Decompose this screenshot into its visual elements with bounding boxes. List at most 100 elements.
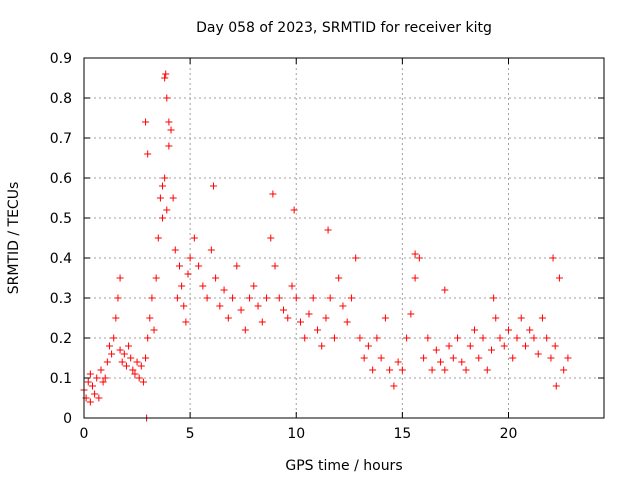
data-point — [462, 366, 470, 374]
data-point — [114, 294, 122, 302]
data-point — [137, 362, 145, 370]
data-point — [403, 334, 411, 342]
data-point — [360, 354, 368, 362]
data-point — [91, 390, 99, 398]
data-point — [250, 282, 258, 290]
data-point — [180, 302, 188, 310]
data-point — [377, 354, 385, 362]
data-point — [428, 366, 436, 374]
data-point — [254, 302, 262, 310]
data-point — [101, 374, 109, 382]
data-point — [112, 314, 120, 322]
data-point — [241, 326, 249, 334]
data-point — [458, 358, 466, 366]
data-point — [165, 142, 173, 150]
data-point — [167, 126, 175, 134]
data-point — [290, 206, 298, 214]
data-point — [186, 254, 194, 262]
data-point — [258, 318, 266, 326]
data-point — [490, 294, 498, 302]
data-point — [322, 314, 330, 322]
data-point — [229, 294, 237, 302]
ticks-layer: 0 5 10 15 20 0 0.1 0.2 0.3 0.4 0.5 0.6 0.7 0.8 0.9 — [50, 51, 604, 442]
data-point — [237, 306, 245, 314]
data-point — [324, 226, 332, 234]
data-point — [296, 318, 304, 326]
data-point — [538, 314, 546, 322]
data-point — [326, 294, 334, 302]
data-point — [118, 358, 126, 366]
data-point — [305, 310, 313, 318]
data-point — [133, 358, 141, 366]
data-point — [555, 274, 563, 282]
data-point — [549, 254, 557, 262]
data-point — [496, 334, 504, 342]
data-point — [339, 302, 347, 310]
data-point — [441, 366, 449, 374]
data-point — [301, 334, 309, 342]
data-point — [352, 254, 360, 262]
x-tick-label: 5 — [186, 426, 195, 442]
y-tick-label: 0.7 — [50, 131, 72, 147]
y-tick-label: 0.3 — [50, 291, 72, 307]
plot-frame — [83, 57, 605, 419]
data-point — [432, 346, 440, 354]
data-point — [159, 214, 167, 222]
data-point — [552, 382, 560, 390]
data-point — [88, 382, 96, 390]
data-point — [99, 378, 107, 386]
data-point — [449, 354, 457, 362]
data-point — [116, 274, 124, 282]
data-point — [159, 182, 167, 190]
data-point — [110, 334, 118, 342]
data-point — [551, 342, 559, 350]
data-point — [135, 374, 143, 382]
data-point — [441, 286, 449, 294]
data-point — [190, 234, 198, 242]
data-point — [148, 294, 156, 302]
data-point — [543, 334, 551, 342]
data-point — [195, 262, 203, 270]
grid-layer — [84, 58, 604, 418]
data-point — [161, 74, 169, 82]
data-point — [471, 326, 479, 334]
data-point — [275, 294, 283, 302]
data-point — [156, 194, 164, 202]
x-tick-label: 20 — [500, 426, 518, 442]
data-point — [233, 262, 241, 270]
data-point — [420, 354, 428, 362]
data-point — [144, 334, 152, 342]
data-point — [129, 366, 137, 374]
data-point — [267, 234, 275, 242]
data-point — [269, 190, 277, 198]
data-point — [394, 358, 402, 366]
data-point — [127, 354, 135, 362]
data-point — [411, 274, 419, 282]
y-tick-label: 0.8 — [50, 91, 72, 107]
data-point — [139, 378, 147, 386]
data-point — [199, 282, 207, 290]
data-point — [162, 70, 170, 78]
data-point — [445, 342, 453, 350]
data-point — [335, 274, 343, 282]
y-tick-label: 0.5 — [50, 211, 72, 227]
data-point — [369, 366, 377, 374]
data-point — [86, 370, 94, 378]
y-tick-label: 0.9 — [50, 51, 72, 67]
data-point — [521, 342, 529, 350]
data-point — [142, 354, 150, 362]
data-point — [163, 94, 171, 102]
data-point — [343, 318, 351, 326]
data-point — [280, 306, 288, 314]
data-point — [97, 366, 105, 374]
data-point — [466, 342, 474, 350]
data-point — [347, 294, 355, 302]
data-point — [184, 270, 192, 278]
data-point — [547, 354, 555, 362]
data-point — [163, 206, 171, 214]
points-layer — [80, 70, 572, 422]
data-point — [454, 334, 462, 342]
data-point — [292, 294, 300, 302]
data-point — [513, 334, 521, 342]
